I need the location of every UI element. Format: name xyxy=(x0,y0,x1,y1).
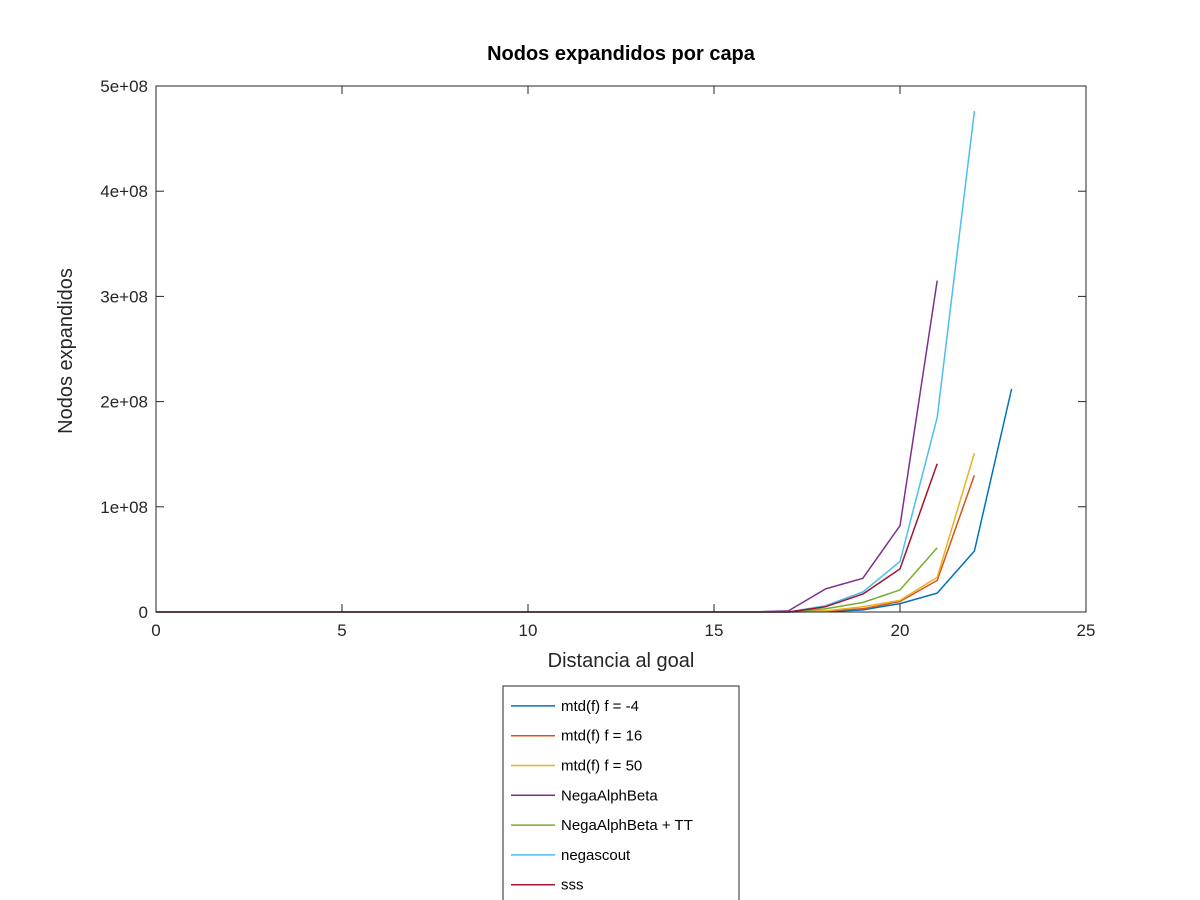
series-line xyxy=(156,388,1013,613)
x-tick-label: 25 xyxy=(1077,621,1096,640)
ticks-layer: 0 5 10 15 20 25 0 1e+08 2e+08 3e+08 4e+08 5e+08 xyxy=(100,77,1095,640)
legend: mtd(f) f = -4 mtd(f) f = 16 mtd(f) f = 50 N… xyxy=(502,685,740,900)
y-tick-label: 4e+08 xyxy=(100,182,148,201)
y-tick-label: 2e+08 xyxy=(100,393,148,412)
y-tick-label: 3e+08 xyxy=(100,287,148,306)
y-tick-label: 5e+08 xyxy=(100,77,148,96)
legend-label: mtd(f) f = -4 xyxy=(561,698,639,715)
x-tick-label: 10 xyxy=(519,621,538,640)
y-tick-label: 1e+08 xyxy=(100,498,148,517)
series-line xyxy=(156,474,976,613)
legend-label: NegaAlphBeta + TT xyxy=(561,817,693,834)
series-line xyxy=(156,463,938,613)
y-tick-label: 0 xyxy=(139,603,148,622)
legend-label: sss xyxy=(561,877,584,894)
axes-box xyxy=(155,85,1087,613)
x-tick-label: 0 xyxy=(151,621,160,640)
x-axis-label: Distancia al goal xyxy=(548,650,695,672)
legend-box xyxy=(502,685,740,900)
legend-label: mtd(f) f = 16 xyxy=(561,728,642,745)
y-axis-label: Nodos expandidos xyxy=(55,268,77,434)
series-line xyxy=(156,452,976,613)
series-line xyxy=(156,111,976,613)
series-line xyxy=(156,547,938,613)
x-tick-label: 15 xyxy=(705,621,724,640)
legend-label: negascout xyxy=(561,847,631,864)
legend-label: mtd(f) f = 50 xyxy=(561,758,642,775)
series-line xyxy=(156,280,938,613)
legend-label: NegaAlphBeta xyxy=(561,787,658,804)
x-tick-label: 20 xyxy=(891,621,910,640)
chart-title: Nodos expandidos por capa xyxy=(487,43,756,65)
x-tick-label: 5 xyxy=(337,621,346,640)
series-layer xyxy=(156,111,1013,613)
